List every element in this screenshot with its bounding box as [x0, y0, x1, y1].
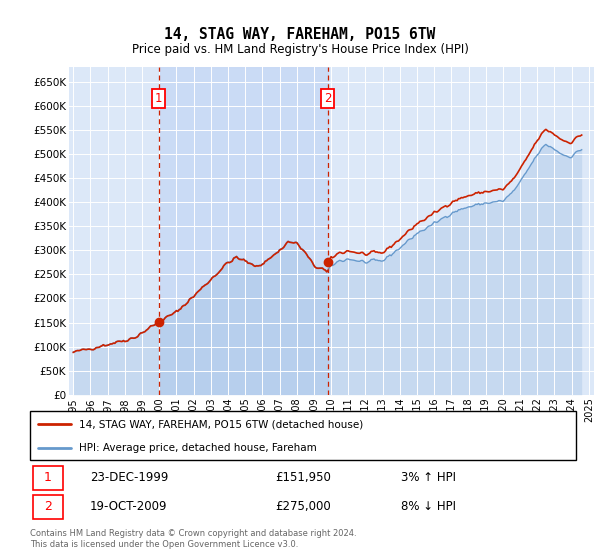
Text: Contains HM Land Registry data © Crown copyright and database right 2024.
This d: Contains HM Land Registry data © Crown c…: [30, 529, 356, 549]
Text: 2: 2: [44, 500, 52, 514]
Text: 23-DEC-1999: 23-DEC-1999: [90, 472, 169, 484]
Text: £275,000: £275,000: [276, 500, 331, 514]
Text: 1: 1: [155, 92, 163, 105]
Text: 14, STAG WAY, FAREHAM, PO15 6TW: 14, STAG WAY, FAREHAM, PO15 6TW: [164, 27, 436, 42]
Text: 3% ↑ HPI: 3% ↑ HPI: [401, 472, 456, 484]
Bar: [33, 466, 63, 490]
Bar: [33, 494, 63, 519]
Text: HPI: Average price, detached house, Fareham: HPI: Average price, detached house, Fare…: [79, 443, 317, 453]
Text: 1: 1: [44, 472, 52, 484]
Text: £151,950: £151,950: [276, 472, 332, 484]
Bar: [159, 67, 328, 395]
Text: 19-OCT-2009: 19-OCT-2009: [90, 500, 167, 514]
Text: Price paid vs. HM Land Registry's House Price Index (HPI): Price paid vs. HM Land Registry's House …: [131, 43, 469, 56]
Text: 8% ↓ HPI: 8% ↓ HPI: [401, 500, 456, 514]
Text: 14, STAG WAY, FAREHAM, PO15 6TW (detached house): 14, STAG WAY, FAREHAM, PO15 6TW (detache…: [79, 419, 364, 430]
Text: 2: 2: [324, 92, 331, 105]
